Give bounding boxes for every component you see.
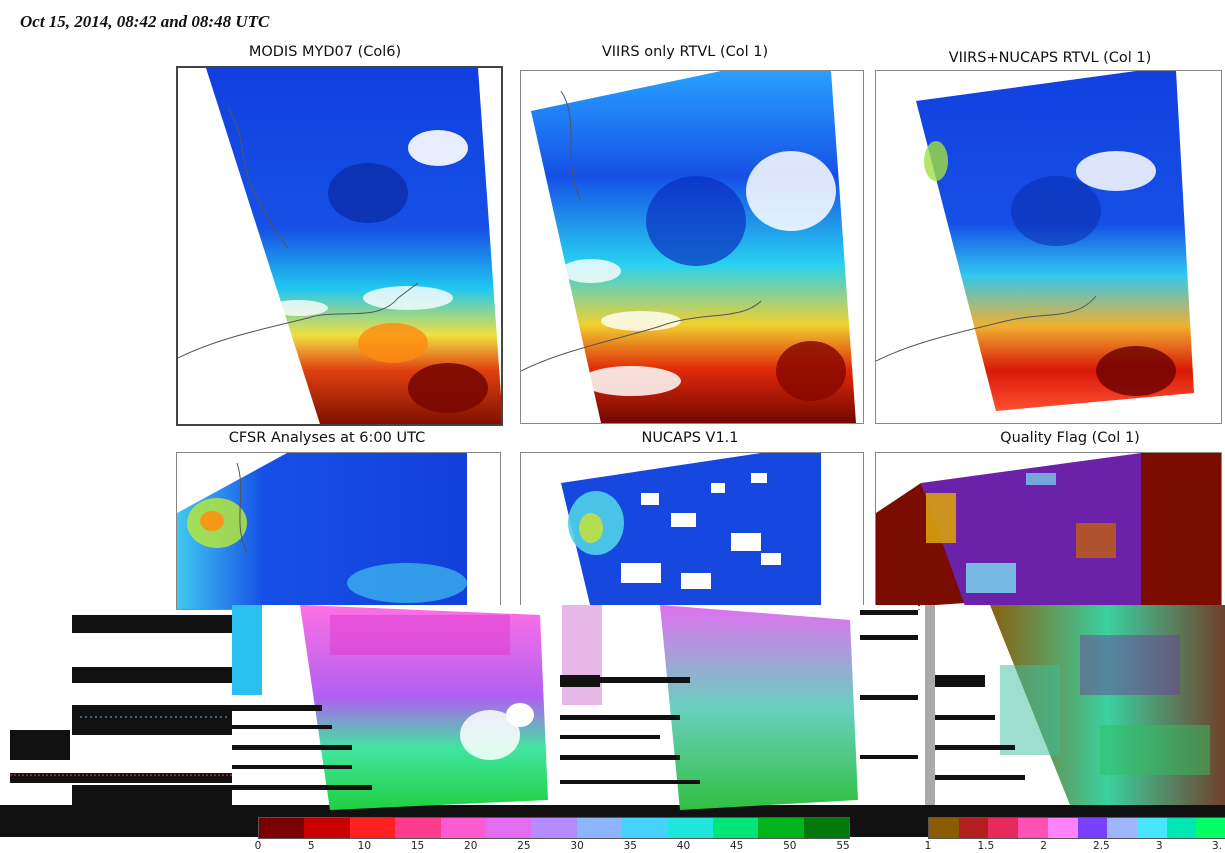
colorbar-main-swatch xyxy=(304,818,350,838)
colorbar-main-tick-label: 15 xyxy=(410,840,425,852)
colorbar-flag-tick-label: 3. xyxy=(1211,840,1223,852)
panel-title-modis: MODIS MYD07 (Col6) xyxy=(248,44,402,60)
colorbar-flag-swatch xyxy=(988,818,1019,838)
map-panel-viirs-only xyxy=(520,70,864,424)
colorbar-main-swatch xyxy=(803,818,850,838)
colorbar-flag-tick-label: 1 xyxy=(924,840,932,852)
panel-title-quality-flag: Quality Flag (Col 1) xyxy=(1000,430,1140,446)
map-panel-modis xyxy=(176,66,503,426)
colorbar-flag-swatch xyxy=(1196,818,1225,838)
colorbar-flag-swatch xyxy=(1047,818,1078,838)
colorbar-main-swatch xyxy=(758,818,804,838)
colorbar-main-tick-label: 20 xyxy=(464,840,478,852)
colorbar-flag-swatch xyxy=(1077,818,1108,838)
colorbar-main-tick-label: 5 xyxy=(307,840,315,852)
colorbar-main-tick-label: 45 xyxy=(729,840,744,852)
colorbar-main-tick-label: 25 xyxy=(517,840,531,852)
colorbar-main-tick-label: 35 xyxy=(623,840,637,852)
colorbar-main-swatch xyxy=(576,818,623,838)
colorbar-flag-swatch xyxy=(1018,818,1048,838)
map-panel-cfsr xyxy=(176,452,501,610)
colorbar-flag-tick-label: 1.5 xyxy=(977,840,995,852)
colorbar-main-swatch xyxy=(485,818,532,838)
colorbar-flag-tick-label: 2.5 xyxy=(1093,840,1110,852)
colorbar-flag-tick-label: 3 xyxy=(1155,840,1163,852)
colorbar-main-tick-label: 10 xyxy=(357,840,372,852)
colorbar-main-tick-label: 0 xyxy=(254,840,262,852)
colorbar-flag-swatch xyxy=(1107,818,1137,838)
panel-title-cfsr: CFSR Analyses at 6:00 UTC xyxy=(228,430,426,446)
colorbar-main-tick-label: 30 xyxy=(570,840,584,852)
colorbar-main-swatch xyxy=(667,818,713,838)
panel-title-viirs-nucaps: VIIRS+NUCAPS RTVL (Col 1) xyxy=(948,50,1152,66)
figure-title: Oct 15, 2014, 08:42 and 08:48 UTC xyxy=(20,12,270,31)
panel-title-viirs-only: VIIRS only RTVL (Col 1) xyxy=(601,44,769,60)
colorbar-main-swatch xyxy=(440,818,486,838)
map-panel-viirs-nucaps xyxy=(875,70,1222,424)
colorbar-flag-swatch xyxy=(958,818,989,838)
colorbar-main-swatch xyxy=(531,818,577,838)
colorbar-flag-swatch xyxy=(1166,818,1197,838)
colorbar-quality-flag xyxy=(928,817,1225,839)
colorbar-main-tick-label: 40 xyxy=(676,840,691,852)
colorbar-main xyxy=(258,817,850,839)
colorbar-main-swatch xyxy=(622,818,668,838)
colorbar-flag-swatch xyxy=(929,818,959,838)
colorbar-main-tick-label: 50 xyxy=(783,840,797,852)
colorbar-main-swatch xyxy=(395,818,441,838)
colorbar-flag-tick-label: 2 xyxy=(1040,840,1047,852)
colorbar-main-swatch xyxy=(259,818,305,838)
colorbar-main-swatch xyxy=(349,818,396,838)
colorbar-main-swatch xyxy=(712,818,759,838)
map-panel-quality-flag xyxy=(875,452,1222,610)
corrupted-image-region xyxy=(0,605,1225,837)
colorbar-flag-swatch xyxy=(1136,818,1167,838)
map-panel-nucaps xyxy=(520,452,864,610)
colorbar-main-tick-label: 55 xyxy=(836,840,850,852)
panel-title-nucaps: NUCAPS V1.1 xyxy=(641,430,739,446)
